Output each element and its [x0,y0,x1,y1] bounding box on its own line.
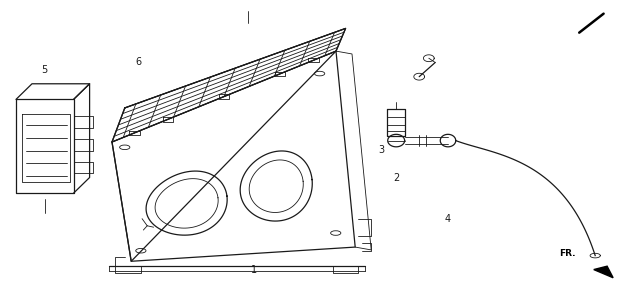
Text: 1: 1 [252,266,257,275]
Text: 2: 2 [393,173,399,183]
Text: FR.: FR. [559,248,576,258]
Text: 6: 6 [136,57,142,67]
Polygon shape [594,266,613,278]
Text: 4: 4 [445,214,451,224]
Text: 3: 3 [378,145,384,155]
Text: 5: 5 [42,65,48,75]
